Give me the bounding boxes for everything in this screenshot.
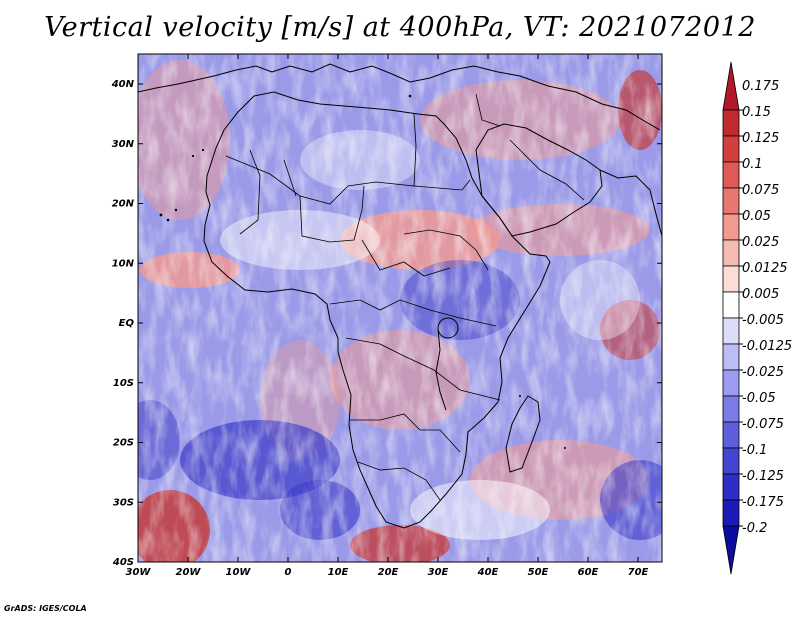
colorbar-label: -0.005 [742,313,784,328]
colorbar-segment [722,135,740,163]
lon-label: 30W [126,567,152,578]
colorbar-label: 0.175 [742,79,779,94]
colorbar-segment [722,161,740,189]
country-borders [225,93,585,501]
colorbar-label: 0.075 [742,183,779,198]
lat-label: 30S [113,497,134,508]
colorbar: 0.175 0.15 0.125 0.1 0.075 0.05 0.025 0.0125 0.0… [722,61,792,575]
colorbar-label: -0.025 [742,365,784,380]
colorbar-segment [722,395,740,423]
islands [159,94,566,449]
colorbar-segment [722,447,740,475]
colorbar-segment [722,109,740,137]
colorbar-label: 0.15 [742,105,771,120]
lon-label: 10W [226,567,252,578]
map-frame [137,53,663,563]
colorbar-segment [722,499,740,527]
colorbar-label: -0.175 [742,495,784,510]
lon-label: 50E [528,567,549,578]
lon-label: 20E [378,567,399,578]
map-title: Vertical velocity [m/s] at 400hPa, VT: 2… [44,12,756,43]
colorbar-label: 0.0125 [742,261,788,276]
lon-label: 0 [285,567,292,578]
colorbar-segment [722,61,740,111]
colorbar-segment [722,291,740,319]
colorbar-segment [722,343,740,371]
lat-label: 10N [112,258,135,269]
colorbar-segment [722,369,740,397]
colorbar-segment [722,187,740,215]
colorbar-label: -0.125 [742,469,784,484]
lat-label: 40S [112,557,134,568]
lon-label: 20W [176,567,202,578]
colorbar-label: -0.075 [742,417,784,432]
colorbar-segment [722,213,740,241]
lat-label: EQ [119,318,135,329]
africa-coastline [203,91,551,529]
field-texture [138,54,662,562]
colorbar-label: 0.1 [742,157,763,172]
colorbar-label: 0.025 [742,235,779,250]
madagascar-coastline [505,395,541,473]
colorbar-label: -0.05 [742,391,776,406]
lon-label: 70E [628,567,649,578]
lon-label: 60E [578,567,599,578]
europe-coastline [138,63,521,93]
india-coastline [599,169,662,237]
velocity-field [138,54,662,562]
lat-label: 30N [112,139,135,150]
colorbar-label: 0.125 [742,131,779,146]
colorbar-segment [722,473,740,501]
lon-label: 10E [328,567,349,578]
colorbar-label: 0.05 [742,209,771,224]
colorbar-segment [722,525,740,575]
asia-coastline [519,75,661,131]
colorbar-segment [722,239,740,267]
lake-victoria [437,317,459,339]
lon-label: 30E [428,567,449,578]
colorbar-label: -0.1 [742,443,767,458]
lat-label: 20N [112,199,135,210]
colorbar-segment [722,421,740,449]
colorbar-segment [722,265,740,293]
colorbar-label: -0.2 [742,521,767,536]
colorbar-label: 0.005 [742,287,779,302]
lat-label: 20S [113,438,134,449]
colorbar-label: -0.0125 [742,339,792,354]
lon-label: 40E [477,567,499,578]
colorbar-segment [722,317,740,345]
lat-label: 10S [113,378,134,389]
lat-label: 40N [111,79,135,90]
grads-credit: GrADS: IGES/COLA [4,604,87,613]
